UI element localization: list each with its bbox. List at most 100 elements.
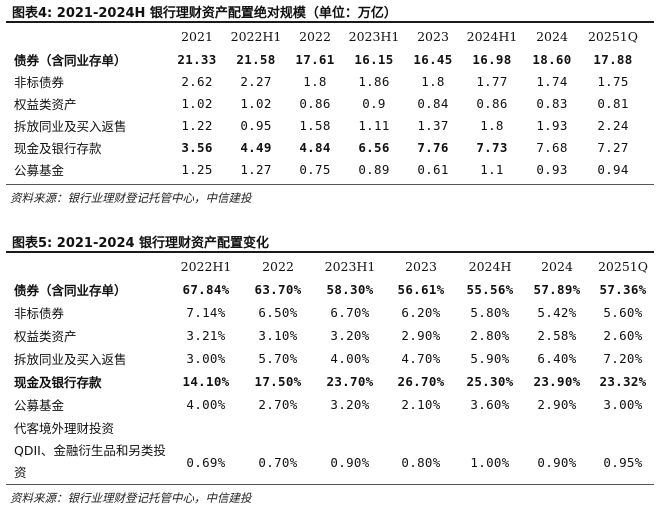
table4-column-header: 2024H1 [466,28,518,44]
table5-row-label: 公募基金 [14,398,65,413]
table-row: QDII、金融衍生品和另类投资 0.69% 0.70% 0.90% 0.80% 1.00%… [8,439,656,485]
table5-cell [386,416,456,439]
table5-cell: 25.30% [466,374,514,389]
table4-column-header: 2021 [181,28,213,44]
table4-cell: 1.11 [358,117,390,133]
table4-cell: 1.1 [480,161,504,177]
table5-column-header [8,254,170,278]
table5-cell: 4.00% [330,351,370,366]
table4-cell: 0.89 [358,161,390,177]
table5-cell: 6.40% [537,351,577,366]
table4-cell: 16.98 [472,51,512,67]
table5-cell: 2.58% [537,328,577,343]
table5-cell: 0.95% [603,454,643,470]
table5-cell [456,416,524,439]
table5-cell: 55.56% [466,282,514,297]
table-row: 非标债券 2.62 2.27 1.8 1.86 1.8 1.77 1.74 1.75 [8,70,644,92]
table4-cell: 0.81 [597,95,629,111]
table4-cell: 17.88 [593,51,633,67]
table4-cell: 1.58 [299,117,331,133]
table4-row-label: 债券（含同业存单） [14,52,127,68]
table4-cell: 1.8 [421,73,445,89]
table5-cell: 7.20% [603,351,643,366]
table-row: 权益类资产 1.02 1.02 0.86 0.9 0.84 0.86 0.83 0.81 [8,92,644,114]
table5-header-row: 2022H1 2022 2023H1 2023 2024H 2024 20251Q [8,254,656,278]
table-row: 代客境外理财投资 [8,416,656,439]
table4-row-label: 权益类资产 [14,96,77,112]
table-row: 现金及银行存款 3.56 4.49 4.84 6.56 7.76 7.73 7.68 7.27 [8,136,644,158]
table5-cell: 0.70% [258,454,298,470]
table5-cell: 6.70% [330,305,370,320]
table5-cell: 58.30% [326,282,374,297]
table4-cell: 0.86 [476,95,508,111]
table5-cell: 2.80% [470,328,510,343]
table5-cell: 3.00% [603,397,643,412]
table5-column-header: 2024H [468,258,512,274]
table5-cell [590,416,656,439]
table5-cell: 5.70% [258,351,298,366]
table5-cell: 2.60% [603,328,643,343]
table4-bottom-rule [6,184,654,185]
table4-cell: 1.02 [181,95,213,111]
table4-cell: 0.95 [240,117,272,133]
table4-column-header: 20251Q [587,28,638,44]
table5-cell: 3.00% [186,351,226,366]
table4-column-header: 2022H1 [230,28,282,44]
table5-column-header: 2024 [541,258,573,274]
table4: 2021 2022H1 2022 2023H1 2023 2024H1 2024 20251Q… [8,24,644,180]
table4-header-row: 2021 2022H1 2022 2023H1 2023 2024H1 2024 20251Q [8,24,644,48]
table4-cell: 1.75 [597,73,629,89]
table4-column-header [8,24,168,48]
table5-cell: 5.42% [537,305,577,320]
table5-cell: 67.84% [182,282,230,297]
table-row: 拆放同业及买入返售 3.00% 5.70% 4.00% 4.70% 5.90% 6.40% 7… [8,347,656,370]
table5-row-label: 权益类资产 [14,329,77,344]
table5-cell: 14.10% [182,374,230,389]
table4-cell: 16.45 [413,51,453,67]
table5-cell: 23.90% [533,374,581,389]
table4-cell: 1.8 [303,73,327,89]
table5-column-header: 2023 [405,258,437,274]
table4-cell: 3.56 [181,139,213,155]
table4-cell: 6.56 [358,139,390,155]
table4-cell: 2.27 [240,73,272,89]
table5-cell: 0.80% [401,454,441,470]
table5-cell: 0.69% [186,454,226,470]
table-row: 非标债券 7.14% 6.50% 6.70% 6.20% 5.80% 5.42% 5.60% [8,301,656,324]
table5-row-label: 现金及银行存款 [14,375,102,390]
table5-cell: 3.20% [330,328,370,343]
table5-column-header: 2022H1 [180,258,232,274]
table4-column-header: 2023H1 [348,28,400,44]
table4-cell: 7.76 [417,139,449,155]
table4-column-header: 2024 [536,28,568,44]
table5-cell: 17.50% [254,374,302,389]
table5-cell: 57.36% [599,282,647,297]
table4-cell: 21.33 [177,51,217,67]
table5-bottom-rule [6,484,654,485]
table5-cell: 5.60% [603,305,643,320]
table4-cell: 1.8 [480,117,504,133]
table4-cell: 7.73 [476,139,508,155]
table-row: 债券（含同业存单） 67.84% 63.70% 58.30% 56.61% 55.56% 5… [8,278,656,301]
table4-column-header: 2023 [417,28,449,44]
table5-cell: 5.90% [470,351,510,366]
table5-row-label: 代客境外理财投资 [14,421,115,436]
table4-cell: 2.24 [597,117,629,133]
table5-cell: 3.10% [258,328,298,343]
table4-cell: 1.77 [476,73,508,89]
table5-cell: 2.10% [401,397,441,412]
table5-title: 图表5: 2021-2024 银行理财资产配置变化 [12,236,270,251]
table4-cell: 0.61 [417,161,449,177]
table5-top-rule [6,251,654,253]
table4-cell: 17.61 [295,51,335,67]
table5-cell: 7.14% [186,305,226,320]
table4-cell: 1.02 [240,95,272,111]
table4-title: 图表4: 2021-2024H 银行理财资产配置绝对规模（单位：万亿） [12,6,397,21]
table4-cell: 0.86 [299,95,331,111]
table4-cell: 1.74 [536,73,568,89]
table5-row-label: 债券（含同业存单） [14,283,127,298]
table4-cell: 1.93 [536,117,568,133]
table5-cell: 5.80% [470,305,510,320]
table-row: 拆放同业及买入返售 1.22 0.95 1.58 1.11 1.37 1.8 1.93 2.24 [8,114,644,136]
table5-cell: 3.60% [470,397,510,412]
